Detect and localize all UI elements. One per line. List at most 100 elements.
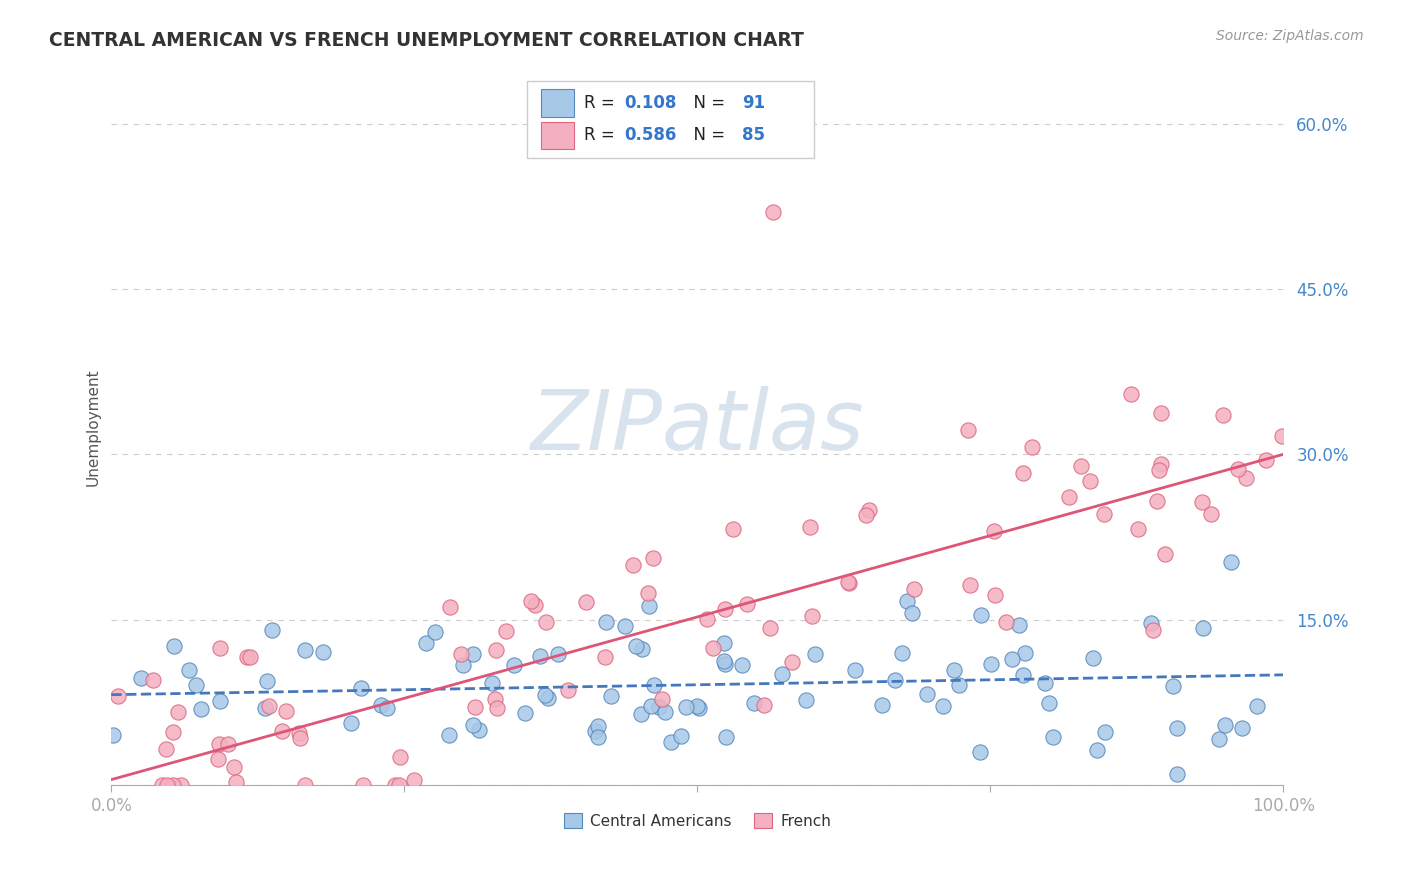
Point — [957, 423, 980, 437]
Point — [236, 650, 259, 665]
Point — [388, 778, 411, 792]
Point — [450, 647, 472, 661]
Point — [1021, 440, 1043, 454]
Point — [1085, 743, 1108, 757]
Point — [1057, 490, 1080, 504]
Point — [208, 640, 231, 655]
Point — [167, 705, 190, 719]
Point — [520, 594, 543, 608]
Point — [177, 663, 200, 677]
Point — [463, 718, 485, 732]
Point — [259, 698, 281, 713]
Point — [794, 692, 817, 706]
Point — [969, 608, 991, 623]
Point — [217, 737, 239, 751]
Point — [1230, 722, 1253, 736]
Point — [780, 655, 803, 669]
Point — [983, 524, 1005, 538]
Point — [312, 645, 335, 659]
Point — [190, 702, 212, 716]
Point — [1191, 495, 1213, 509]
Point — [1092, 508, 1115, 522]
Point — [437, 728, 460, 742]
Point — [1147, 463, 1170, 477]
Text: 0.108: 0.108 — [624, 94, 678, 112]
Point — [583, 724, 606, 739]
Point — [415, 636, 437, 650]
Point — [638, 599, 661, 613]
Point — [688, 700, 710, 714]
Point — [1150, 457, 1173, 471]
Point — [631, 642, 654, 657]
Text: CENTRAL AMERICAN VS FRENCH UNEMPLOYMENT CORRELATION CHART: CENTRAL AMERICAN VS FRENCH UNEMPLOYMENT … — [49, 31, 804, 50]
Text: Source: ZipAtlas.com: Source: ZipAtlas.com — [1216, 29, 1364, 43]
Point — [294, 643, 316, 657]
Point — [350, 681, 373, 695]
Point — [170, 778, 193, 792]
Point — [837, 574, 859, 589]
Point — [101, 728, 124, 742]
Point — [799, 520, 821, 534]
Point — [464, 700, 486, 714]
Point — [389, 750, 412, 764]
Point — [463, 647, 485, 661]
Point — [654, 705, 676, 719]
Point — [686, 699, 709, 714]
Text: 91: 91 — [742, 94, 765, 112]
Point — [900, 606, 922, 620]
Point — [162, 778, 184, 792]
Point — [1219, 555, 1241, 569]
Point — [1212, 408, 1234, 422]
Point — [641, 551, 664, 566]
Point — [659, 735, 682, 749]
Point — [468, 723, 491, 737]
Text: 0.586: 0.586 — [624, 126, 678, 145]
Point — [260, 624, 283, 638]
Point — [1154, 547, 1177, 561]
Legend: Central Americans, French: Central Americans, French — [558, 806, 837, 835]
Point — [735, 597, 758, 611]
Point — [969, 745, 991, 759]
Point — [256, 673, 278, 688]
Point — [276, 704, 298, 718]
Point — [254, 701, 277, 715]
Point — [129, 671, 152, 685]
Point — [1199, 507, 1222, 521]
Point — [370, 698, 392, 712]
Point — [547, 647, 569, 661]
Point — [984, 588, 1007, 602]
Point — [1149, 406, 1171, 420]
Point — [943, 664, 966, 678]
Point — [637, 585, 659, 599]
Point — [1213, 718, 1236, 732]
Text: N =: N = — [683, 94, 731, 112]
Point — [595, 615, 617, 630]
Point — [557, 683, 579, 698]
Point — [484, 692, 506, 706]
Point — [621, 558, 644, 573]
Text: R =: R = — [583, 94, 620, 112]
Text: N =: N = — [683, 126, 731, 145]
Point — [352, 778, 374, 792]
Point — [731, 657, 754, 672]
Point — [225, 774, 247, 789]
Point — [891, 646, 914, 660]
Point — [155, 741, 177, 756]
Point — [713, 636, 735, 650]
Point — [1078, 475, 1101, 489]
Point — [384, 778, 406, 792]
Point — [1001, 652, 1024, 666]
Point — [1142, 624, 1164, 638]
Point — [630, 706, 652, 721]
Point — [586, 730, 609, 744]
Point — [675, 700, 697, 714]
Point — [340, 716, 363, 731]
Point — [714, 601, 737, 615]
Point — [858, 503, 880, 517]
Point — [1246, 699, 1268, 714]
Point — [1128, 522, 1150, 536]
Point — [948, 678, 970, 692]
Point — [1163, 679, 1185, 693]
Point — [150, 778, 173, 792]
Point — [290, 731, 312, 745]
